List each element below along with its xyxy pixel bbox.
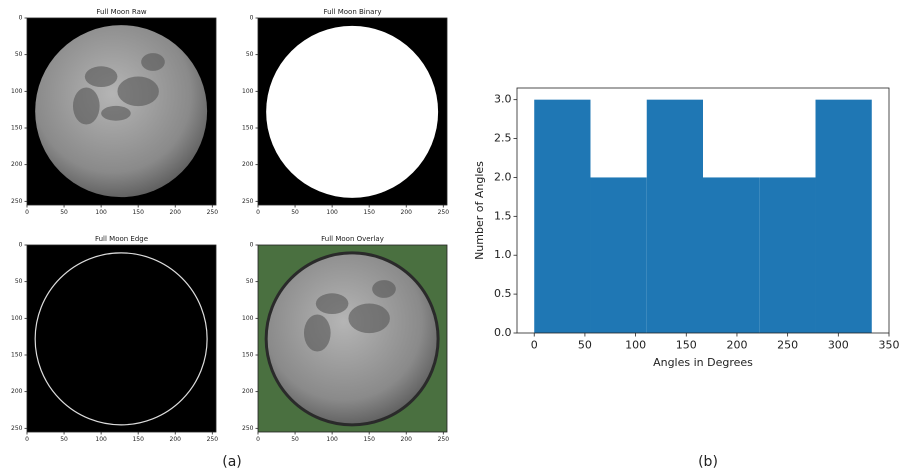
x-tick-label: 150 [132, 209, 144, 216]
y-tick-label: 50 [15, 278, 23, 285]
x-tick-label: 0 [256, 209, 260, 216]
x-tick-label: 100 [95, 436, 107, 443]
moon-mare [316, 293, 349, 314]
x-tick-label: 150 [132, 436, 144, 443]
y-axis-label: Number of Angles [473, 161, 486, 260]
y-tick-label: 0 [250, 15, 254, 22]
x-tick-label: 300 [828, 338, 849, 351]
moon-mare [372, 280, 396, 298]
panel-title: Full Moon Binary [324, 8, 382, 16]
bar [759, 177, 815, 333]
y-tick-label: 50 [15, 51, 23, 58]
x-tick-label: 0 [25, 436, 29, 443]
x-tick-label: 200 [401, 436, 413, 443]
y-tick-label: 0.0 [494, 326, 512, 339]
y-tick-label: 100 [242, 315, 254, 322]
moon-mare [85, 66, 118, 87]
y-tick-label: 0 [19, 15, 23, 22]
bar [534, 100, 590, 333]
moon-mask [266, 26, 438, 198]
x-axis-label: Angles in Degrees [653, 356, 753, 369]
y-tick-label: 0 [19, 242, 23, 249]
x-tick-label: 50 [578, 338, 592, 351]
y-tick-label: 100 [11, 88, 23, 95]
x-tick-label: 200 [170, 436, 182, 443]
y-tick-label: 150 [11, 125, 23, 132]
x-tick-label: 250 [207, 209, 219, 216]
y-tick-label: 250 [242, 425, 254, 432]
x-tick-label: 50 [291, 209, 299, 216]
moon-mare [101, 106, 131, 121]
x-tick-label: 50 [60, 436, 68, 443]
x-tick-label: 0 [256, 436, 260, 443]
caption: (b) [698, 454, 718, 470]
x-tick-label: 250 [777, 338, 798, 351]
moon-mare [348, 304, 389, 334]
x-tick-label: 50 [60, 209, 68, 216]
caption: (a) [222, 454, 242, 470]
x-tick-label: 250 [438, 209, 450, 216]
y-tick-label: 250 [11, 425, 23, 432]
panel-title: Full Moon Edge [95, 235, 148, 243]
y-tick-label: 150 [11, 352, 23, 359]
y-tick-label: 1.5 [494, 209, 512, 222]
y-tick-label: 250 [11, 198, 23, 205]
y-tick-label: 0.5 [494, 287, 512, 300]
x-tick-label: 200 [726, 338, 747, 351]
axes: 0 50 100 150 200 250 300 350 0.0 0.5 1.0 1.5 2.0 2.5 3… [494, 88, 900, 351]
panel-title: Full Moon Raw [96, 8, 146, 16]
y-tick-label: 200 [242, 161, 254, 168]
x-tick-label: 150 [363, 436, 375, 443]
x-tick-label: 350 [879, 338, 900, 351]
moon [266, 253, 438, 425]
moon-mare [141, 53, 165, 71]
x-tick-label: 250 [207, 436, 219, 443]
moon-mare [117, 77, 158, 107]
y-tick-label: 3.0 [494, 93, 512, 106]
bar [590, 177, 646, 333]
y-tick-label: 250 [242, 198, 254, 205]
axes: 050100150200250050100150200250 [11, 15, 218, 216]
y-tick-label: 1.0 [494, 248, 512, 261]
x-tick-label: 50 [291, 436, 299, 443]
y-tick-label: 50 [246, 51, 254, 58]
y-tick-label: 200 [242, 388, 254, 395]
y-tick-label: 200 [11, 161, 23, 168]
y-tick-label: 50 [246, 278, 254, 285]
x-tick-label: 100 [95, 209, 107, 216]
x-tick-label: 100 [326, 209, 338, 216]
y-tick-label: 150 [242, 125, 254, 132]
x-tick-label: 200 [170, 209, 182, 216]
y-tick-label: 150 [242, 352, 254, 359]
y-tick-label: 200 [11, 388, 23, 395]
panel-title: Full Moon Overlay [321, 235, 384, 243]
bar [703, 177, 759, 333]
y-tick-label: 0 [250, 242, 254, 249]
bar [647, 100, 703, 333]
moon-mare [304, 315, 331, 352]
moon-mare [73, 88, 100, 125]
x-tick-label: 100 [326, 436, 338, 443]
image-background [27, 245, 216, 432]
x-tick-label: 150 [676, 338, 697, 351]
x-tick-label: 0 [25, 209, 29, 216]
x-tick-label: 200 [401, 209, 413, 216]
bar [816, 100, 872, 333]
x-tick-label: 150 [363, 209, 375, 216]
y-tick-label: 2.5 [494, 132, 512, 145]
x-tick-label: 0 [531, 338, 538, 351]
y-tick-label: 100 [242, 88, 254, 95]
figure: (a) (b) 050100150200250050100150200250Fu… [0, 0, 906, 471]
x-tick-label: 100 [625, 338, 646, 351]
x-tick-label: 250 [438, 436, 450, 443]
y-tick-label: 100 [11, 315, 23, 322]
y-tick-label: 2.0 [494, 170, 512, 183]
